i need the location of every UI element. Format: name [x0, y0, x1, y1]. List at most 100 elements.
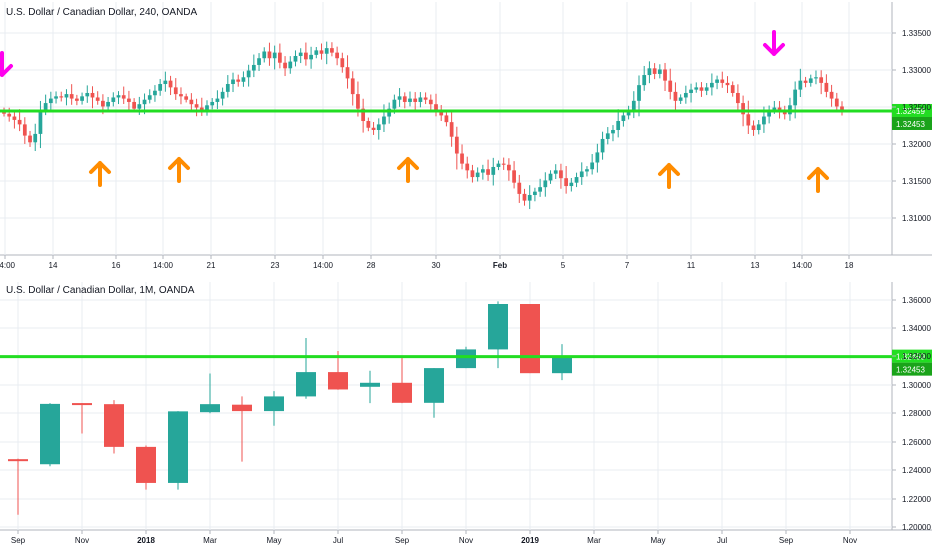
up-arrow-icon [658, 163, 680, 189]
candle-down [725, 82, 730, 86]
top-time-axis[interactable]: 14:00 14 16 14:00 21 23 14:00 28 30 Feb 5 7 11 13 14:0… [0, 255, 854, 270]
bottom-time-axis[interactable]: Sep Nov 2018 Mar May Jul Sep Nov 2019 Mar May Jul Se… [11, 530, 857, 545]
candle-down [319, 50, 324, 54]
candle-down [803, 80, 808, 83]
candle-down [413, 98, 418, 102]
candle-up [246, 70, 251, 78]
candle-up [456, 349, 476, 369]
candle-up [288, 61, 293, 69]
candle-down [454, 136, 459, 154]
candle-up [647, 68, 652, 76]
candle-down [345, 67, 350, 79]
candle-down [668, 80, 673, 92]
bottom-price-axis[interactable]: 1.36000 1.34000 1.32000 1.30000 1.28000 1.260… [892, 296, 931, 532]
candle-down [840, 106, 844, 111]
x-tick-label: 23 [271, 261, 280, 270]
candle-up [678, 97, 683, 101]
y-tick-label: 1.34000 [902, 324, 931, 333]
candle-down [449, 122, 454, 137]
x-tick-label: Mar [203, 536, 217, 545]
x-tick-label: Nov [843, 536, 857, 545]
candle-up [605, 133, 610, 139]
x-tick-label: 14 [49, 261, 58, 270]
candle-up [225, 84, 230, 92]
candle-up [106, 101, 110, 107]
candle-up [158, 84, 163, 91]
x-tick-label: 2018 [137, 536, 155, 545]
candle-up [767, 109, 772, 117]
candle-up [814, 77, 818, 79]
candle-up [631, 100, 636, 110]
candle-up [543, 180, 548, 188]
candle-up [694, 87, 699, 90]
x-tick-label: 11 [687, 261, 696, 270]
x-tick-label: 7 [625, 261, 630, 270]
candle-up [241, 77, 246, 82]
candle-down [444, 115, 449, 123]
x-tick-label: Sep [395, 536, 410, 545]
candle-up [585, 169, 589, 172]
candle-down [173, 87, 178, 95]
candle-up [715, 79, 719, 83]
candle-down [356, 94, 360, 109]
candle-down [361, 108, 366, 122]
x-tick-label: 2019 [521, 536, 539, 545]
candle-up [272, 52, 277, 59]
candle-up [496, 163, 501, 167]
candle-up [54, 96, 58, 99]
candle-up [574, 177, 579, 183]
candle-down [121, 95, 126, 99]
candle-down [699, 87, 704, 91]
candle-down [127, 98, 131, 102]
candle-down [95, 97, 100, 101]
candle-down [304, 52, 308, 60]
candle-up [397, 96, 402, 100]
candle-down [434, 104, 438, 110]
candle-down [428, 99, 433, 105]
candle-up [548, 173, 553, 181]
price-badge-line [892, 116, 932, 130]
x-tick-label: 5 [561, 261, 566, 270]
candle-up [616, 121, 621, 130]
price-badge-line [892, 362, 932, 376]
y-tick-label: 1.28000 [902, 409, 931, 418]
candle-down [460, 153, 464, 164]
candle-down [330, 48, 334, 53]
candle-up [538, 187, 542, 192]
top-arrows [0, 30, 829, 193]
candle-up [793, 89, 798, 106]
candle-up [85, 92, 90, 97]
y-tick-label: 1.32500 [902, 103, 931, 112]
candle-up [657, 69, 662, 74]
up-arrow-icon [168, 157, 190, 183]
x-tick-label: May [266, 536, 281, 545]
candle-down [652, 68, 657, 74]
top-price-axis[interactable]: 1.33500 1.33000 1.32500 1.32000 1.31500 1.310… [892, 29, 931, 223]
candle-down [741, 103, 745, 115]
candle-up [293, 55, 298, 62]
candle-up [600, 138, 605, 153]
candle-up [637, 85, 641, 101]
candle-up [689, 89, 693, 93]
x-tick-label: Nov [75, 536, 89, 545]
y-tick-label: 1.22000 [902, 495, 931, 504]
candle-up [264, 396, 284, 412]
candle-down [90, 92, 95, 98]
candle-down [17, 119, 22, 125]
candle-up [553, 170, 558, 174]
candle-up [64, 94, 69, 98]
candle-down [512, 170, 516, 183]
candle-up [220, 91, 225, 99]
candle-down [74, 98, 79, 101]
candle-up [683, 92, 688, 98]
candle-down [777, 107, 782, 111]
candle-down [189, 99, 194, 105]
candle-up [298, 52, 303, 56]
candle-up [590, 162, 595, 170]
candle-up [314, 50, 319, 55]
y-tick-label: 1.26000 [902, 438, 931, 447]
candle-down [392, 382, 412, 403]
candle-down [730, 85, 735, 93]
candle-down [340, 58, 345, 68]
